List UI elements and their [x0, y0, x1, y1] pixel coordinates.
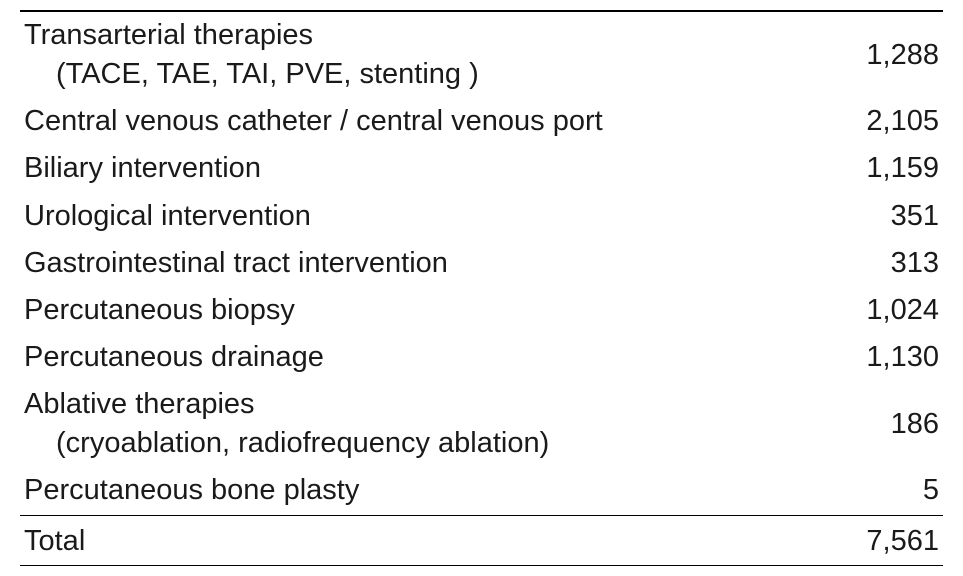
row-label-line1: Ablative therapies	[24, 385, 871, 424]
row-value: 351	[871, 200, 939, 233]
row-value: 186	[871, 408, 939, 441]
table-row: Percutaneous drainage 1,130	[20, 334, 943, 381]
row-label: Percutaneous bone plasty	[24, 471, 903, 510]
row-label: Urological intervention	[24, 197, 871, 236]
row-label-line2: (cryoablation, radiofrequency ablation)	[24, 424, 871, 463]
table-row: Gastrointestinal tract intervention 313	[20, 240, 943, 287]
row-value: 2,105	[846, 105, 939, 138]
row-value: 313	[871, 247, 939, 280]
row-label: Transarterial therapies (TACE, TAE, TAI,…	[24, 16, 846, 94]
table-row: Ablative therapies (cryoablation, radiof…	[20, 381, 943, 467]
row-label: Ablative therapies (cryoablation, radiof…	[24, 385, 871, 463]
row-label: Biliary intervention	[24, 149, 846, 188]
table-row: Urological intervention 351	[20, 193, 943, 240]
row-value: 5	[903, 474, 939, 507]
total-row: Total 7,561	[20, 516, 943, 566]
row-label-line1: Transarterial therapies	[24, 16, 846, 55]
total-label: Total	[24, 522, 846, 561]
table-row: Percutaneous bone plasty 5	[20, 467, 943, 515]
row-label: Percutaneous biopsy	[24, 291, 846, 330]
row-value: 1,288	[846, 39, 939, 72]
row-value: 1,024	[846, 294, 939, 327]
row-label: Central venous catheter / central venous…	[24, 102, 846, 141]
row-value: 1,130	[846, 341, 939, 374]
row-label-line2: (TACE, TAE, TAI, PVE, stenting )	[24, 55, 846, 94]
total-value: 7,561	[846, 525, 939, 558]
table-row: Transarterial therapies (TACE, TAE, TAI,…	[20, 12, 943, 98]
table-row: Biliary intervention 1,159	[20, 145, 943, 192]
row-value: 1,159	[846, 152, 939, 185]
table-row: Percutaneous biopsy 1,024	[20, 287, 943, 334]
table-row: Central venous catheter / central venous…	[20, 98, 943, 145]
row-label: Percutaneous drainage	[24, 338, 846, 377]
procedures-table: Transarterial therapies (TACE, TAE, TAI,…	[20, 10, 943, 566]
row-label: Gastrointestinal tract intervention	[24, 244, 871, 283]
